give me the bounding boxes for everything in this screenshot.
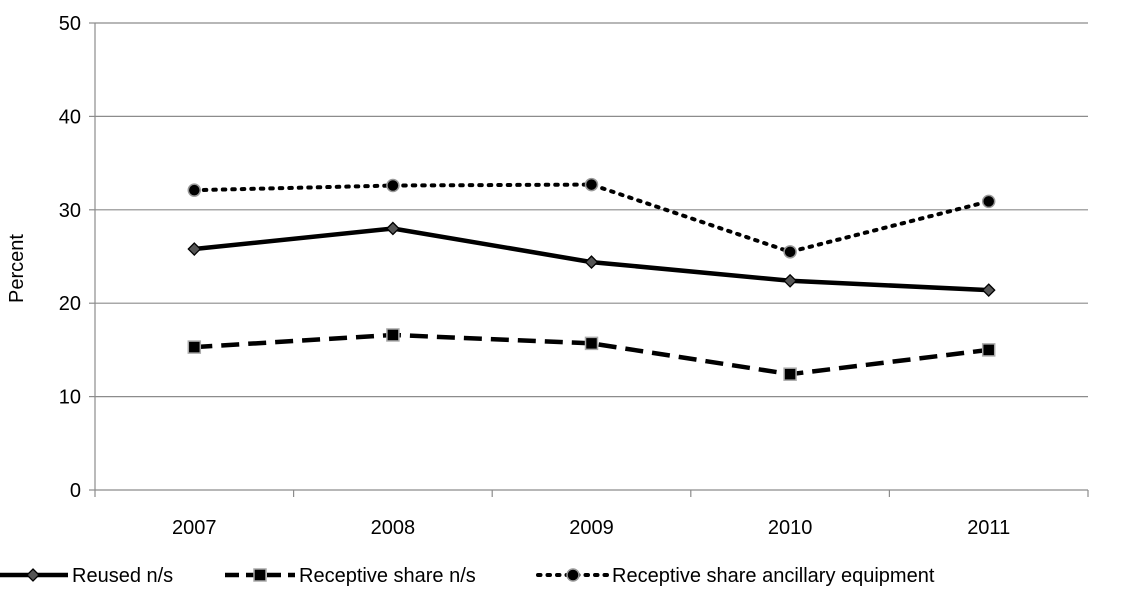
- series-layer: [187, 177, 996, 381]
- data-point: [981, 343, 996, 357]
- data-point: [783, 273, 798, 288]
- data-point: [783, 245, 797, 259]
- series-0: [187, 221, 996, 298]
- data-point: [187, 242, 202, 256]
- x-tick-label: 2010: [768, 517, 813, 539]
- series-1: [187, 328, 996, 381]
- x-tick-labels: 2007 2008 2009 2010 2011: [94, 490, 1089, 539]
- data-point: [584, 255, 599, 270]
- axes: [94, 23, 1088, 491]
- x-tick-label: 2009: [569, 517, 614, 539]
- legend-marker: [566, 568, 580, 582]
- y-tick-label: 20: [59, 293, 81, 315]
- y-tick-label: 30: [59, 200, 81, 222]
- y-axis-title: Percent: [6, 234, 28, 303]
- x-tick-label: 2007: [172, 517, 217, 539]
- data-point: [386, 178, 400, 193]
- data-point: [584, 177, 599, 192]
- legend: Reused n/s Receptive share n/s Receptive s…: [0, 565, 935, 587]
- x-tick-label: 2011: [967, 517, 1010, 539]
- series-line: [194, 332, 989, 377]
- legend-entry: Receptive share n/s: [225, 565, 476, 587]
- data-point: [386, 328, 400, 342]
- gridlines: [95, 22, 1088, 398]
- data-point: [385, 221, 400, 236]
- y-tick-labels: 0 10 20 30 40 50: [59, 13, 95, 502]
- data-point: [981, 194, 996, 209]
- y-tick-label: 10: [59, 387, 81, 409]
- legend-marker: [26, 568, 40, 582]
- legend-label: Reused n/s: [72, 565, 173, 587]
- y-tick-label: 40: [59, 106, 81, 128]
- series-line: [192, 182, 991, 254]
- legend-marker: [253, 568, 267, 582]
- legend-entry: Receptive share ancillary equipment: [536, 565, 935, 587]
- data-point: [783, 367, 797, 381]
- series-2: [187, 177, 996, 259]
- y-tick-label: 0: [70, 480, 81, 502]
- data-point: [584, 336, 599, 351]
- legend-label: Receptive share n/s: [299, 565, 476, 587]
- data-point: [187, 183, 202, 197]
- y-tick-label: 50: [59, 13, 81, 35]
- x-tick-label: 2008: [371, 517, 416, 539]
- data-point: [981, 283, 996, 298]
- data-point: [187, 340, 202, 354]
- legend-label: Receptive share ancillary equipment: [612, 565, 935, 587]
- legend-entry: Reused n/s: [0, 565, 173, 587]
